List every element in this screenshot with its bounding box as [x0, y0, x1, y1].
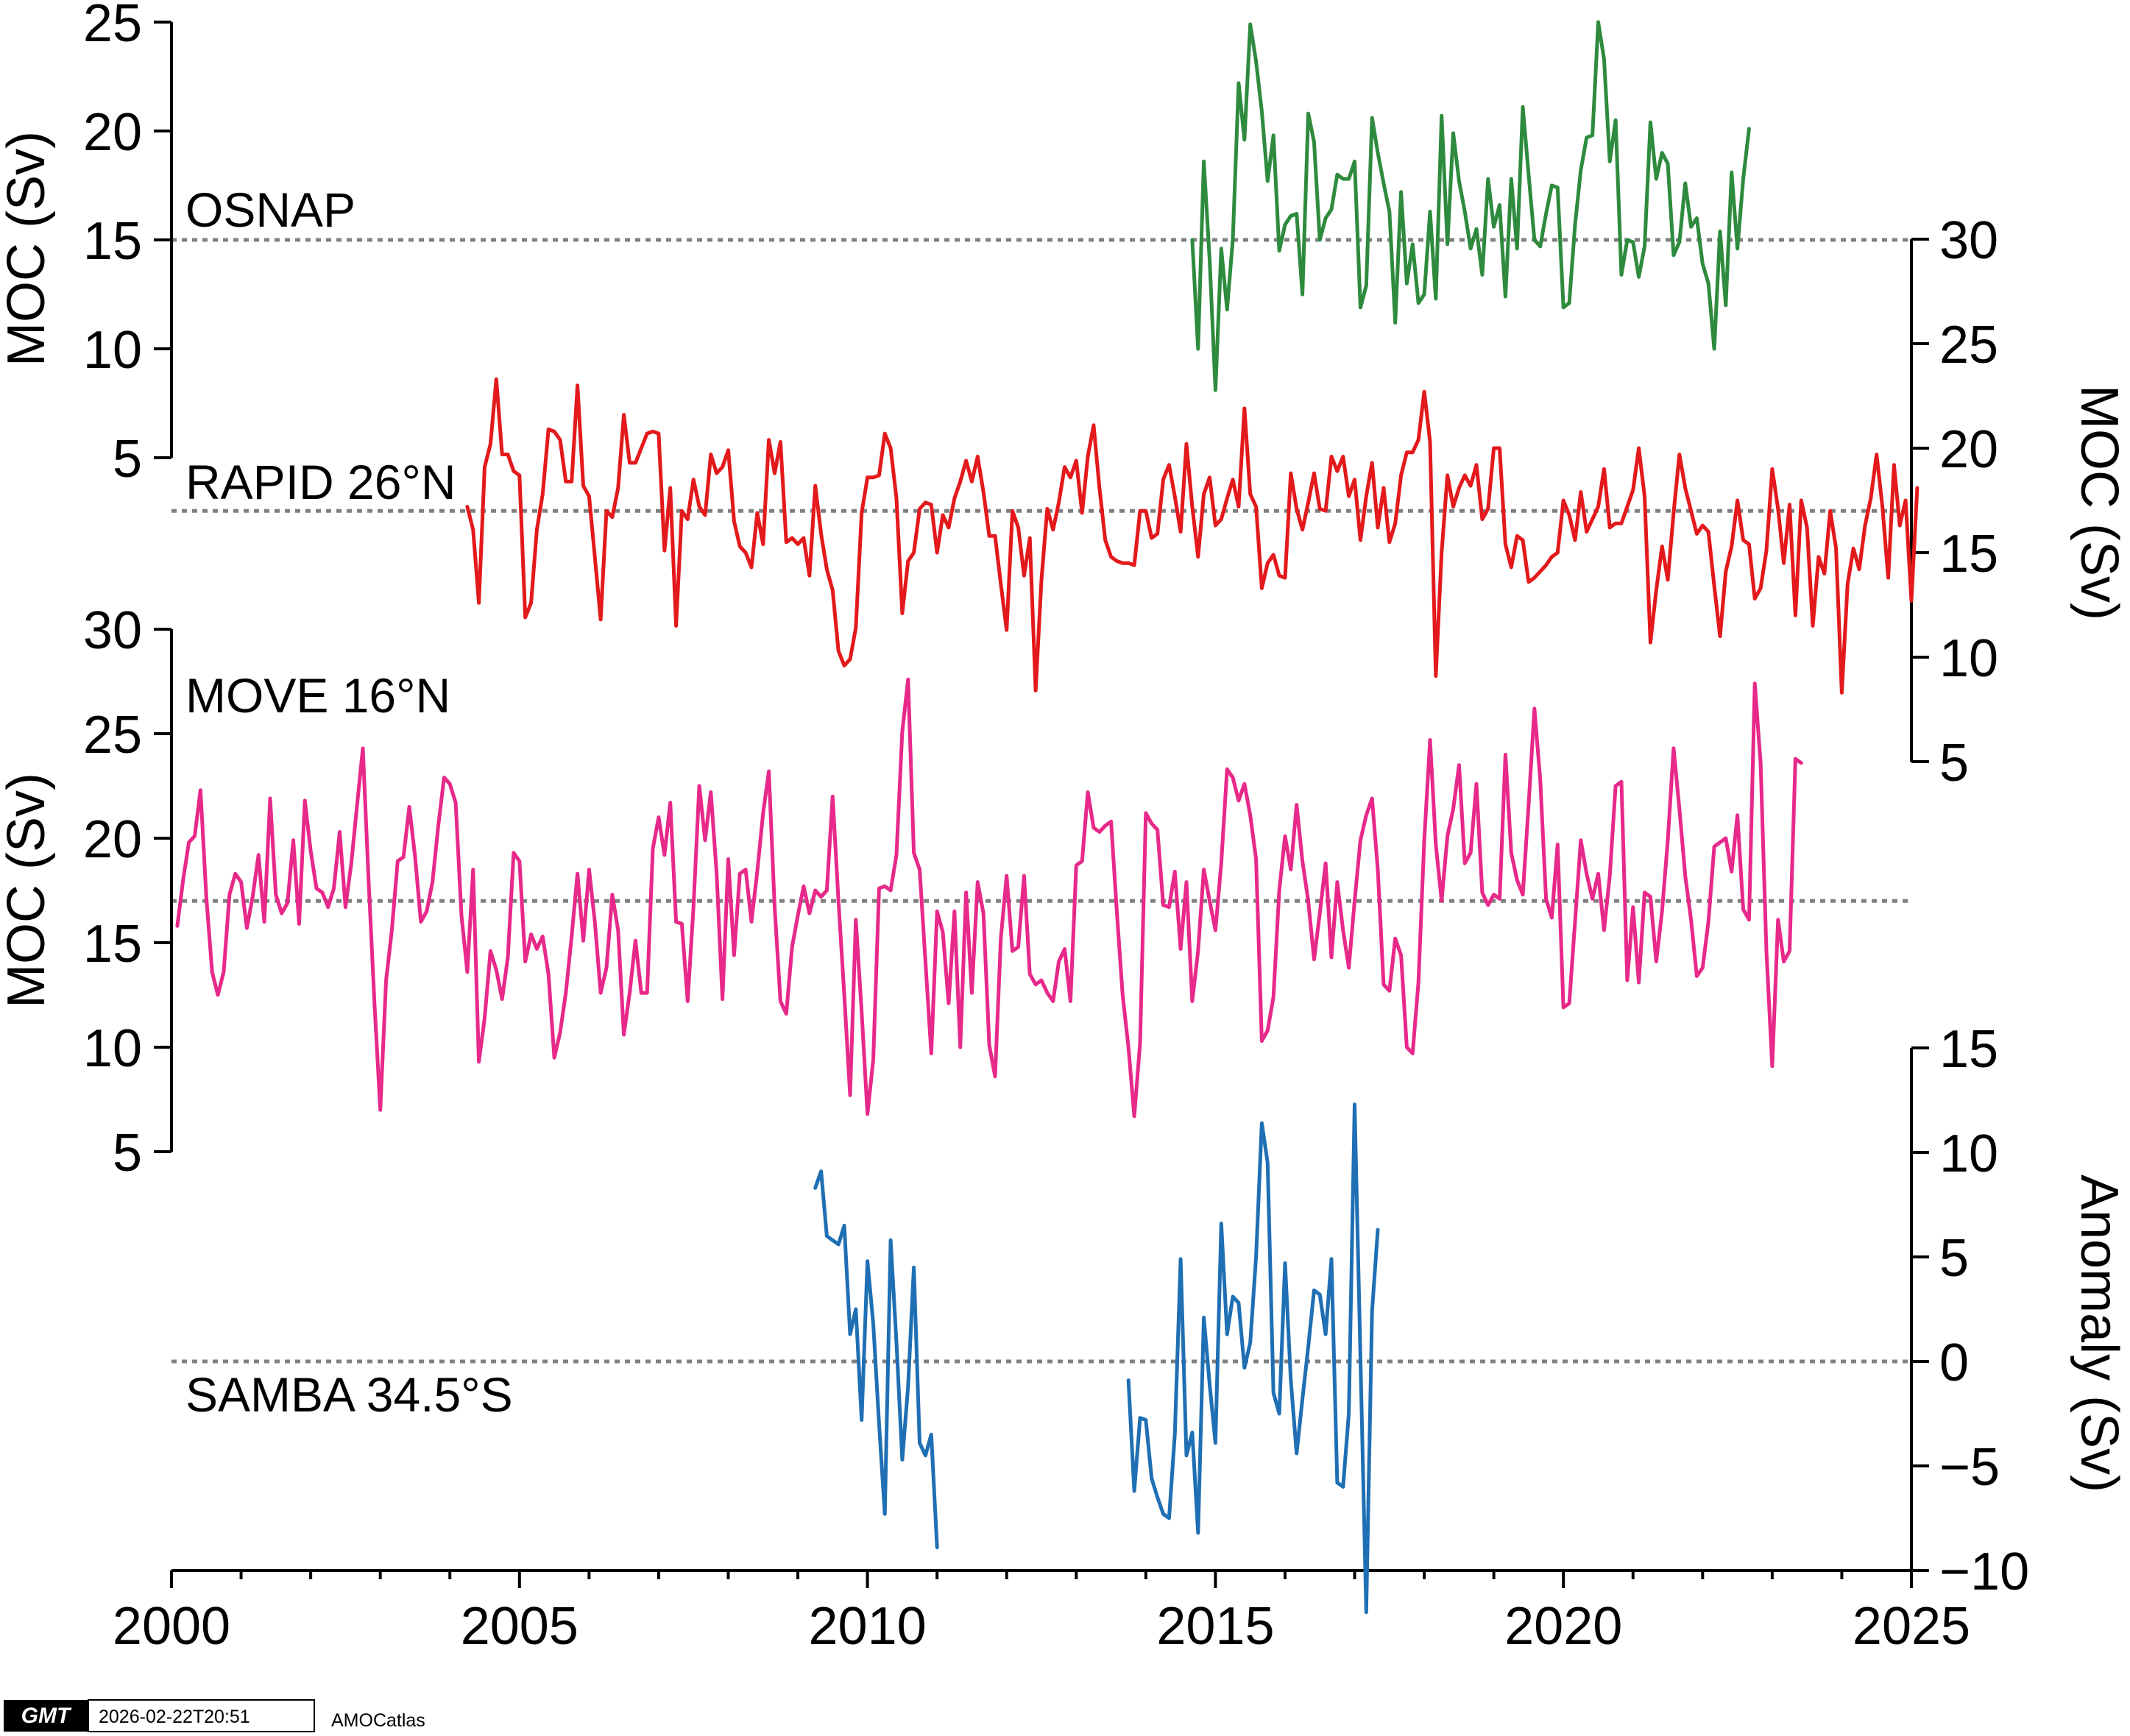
rapid-y-tick-label: 20 [1939, 420, 1998, 479]
x-tick-label: 2010 [809, 1597, 927, 1656]
x-tick-label: 2025 [1853, 1597, 1970, 1656]
x-tick-label: 2005 [461, 1597, 579, 1656]
samba-series-line-2 [1126, 1102, 1380, 1615]
panel-label-move: MOVE 16°N [185, 668, 450, 723]
panel-label-samba: SAMBA 34.5°S [185, 1367, 513, 1422]
osnap-y-tick-label: 20 [83, 103, 142, 162]
samba-series-line-1 [813, 1169, 939, 1550]
osnap-y-tick-label: 10 [83, 321, 142, 380]
x-tick-label: 2020 [1504, 1597, 1622, 1656]
panel-labels: OSNAP RAPID 26°N MOVE 16°N SAMBA 34.5°S [185, 183, 513, 1422]
move-y-tick-label: 25 [83, 706, 142, 765]
move-ylabel: MOC (Sv) [0, 773, 56, 1008]
rapid-series-line [465, 377, 1920, 695]
panel-label-osnap: OSNAP [185, 183, 355, 237]
osnap-y-tick-label: 5 [113, 430, 142, 489]
rapid-y-tick-label: 30 [1939, 211, 1998, 270]
rapid-y-tick-label: 10 [1939, 629, 1998, 688]
move-y-tick-label: 10 [83, 1019, 142, 1078]
samba-y-tick-label: 15 [1939, 1020, 1998, 1079]
footer-stamp: GMT 2026-02-22T20:51 AMOCatlas [4, 1699, 425, 1732]
osnap-ylabel: MOC (Sv) [0, 131, 56, 366]
rapid-ylabel: MOC (Sv) [2070, 385, 2129, 620]
samba-y-tick-label: 5 [1939, 1229, 1969, 1288]
rapid-y-tick-label: 5 [1939, 734, 1969, 793]
rapid-y-tick-label: 25 [1939, 316, 1998, 375]
move-series-line [175, 677, 1803, 1119]
osnap-series-line [1190, 20, 1751, 392]
move-y-tick-label: 15 [83, 915, 142, 974]
samba-y-tick-label: 10 [1939, 1124, 1998, 1183]
gmt-logo-text: GMT [21, 1704, 72, 1728]
source-label: AMOCatlas [331, 1710, 425, 1731]
samba-y-tick-label: −5 [1939, 1438, 2000, 1497]
move-y-tick-label: 30 [83, 601, 142, 660]
axes: 5101520255101520253051015202530−10−50510… [83, 0, 2029, 1656]
timestamp-box [88, 1699, 315, 1732]
gmt-logo [4, 1700, 88, 1732]
x-tick-label: 2015 [1156, 1597, 1274, 1656]
panel-label-rapid: RAPID 26°N [185, 455, 456, 509]
samba-y-tick-label: 0 [1939, 1333, 1969, 1392]
osnap-y-tick-label: 15 [83, 212, 142, 271]
samba-y-tick-label: −10 [1939, 1542, 2029, 1601]
timestamp: 2026-02-22T20:51 [99, 1707, 250, 1727]
axis-titles: MOC (Sv) MOC (Sv) MOC (Sv) Anomaly (Sv) [0, 131, 2129, 1492]
rapid-y-tick-label: 15 [1939, 525, 1998, 584]
move-y-tick-label: 5 [113, 1124, 142, 1183]
move-y-tick-label: 20 [83, 810, 142, 869]
osnap-y-tick-label: 25 [83, 0, 142, 53]
series [175, 20, 1920, 1615]
samba-ylabel: Anomaly (Sv) [2070, 1175, 2129, 1492]
reference-lines [171, 238, 1911, 1364]
x-tick-label: 2000 [113, 1597, 230, 1656]
